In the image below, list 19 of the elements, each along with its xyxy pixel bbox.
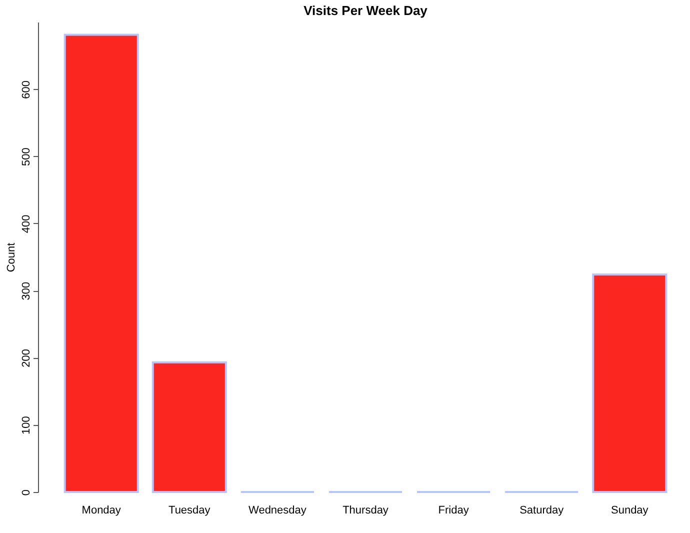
bar bbox=[152, 361, 227, 493]
chart-title: Visits Per Week Day bbox=[304, 3, 428, 18]
x-tick-label: Thursday bbox=[342, 504, 389, 516]
y-tick-label: 500 bbox=[20, 148, 32, 166]
x-tick-label: Sunday bbox=[610, 504, 649, 516]
x-tick-label: Wednesday bbox=[248, 504, 307, 516]
bar bbox=[64, 34, 139, 493]
y-tick-label: 100 bbox=[20, 416, 32, 435]
y-tick-label: 200 bbox=[20, 349, 32, 368]
bar bbox=[592, 273, 668, 493]
x-tick-label: Monday bbox=[82, 504, 122, 516]
y-tick-label: 400 bbox=[20, 214, 32, 234]
x-tick-label: Friday bbox=[438, 504, 470, 516]
x-tick-label: Tuesday bbox=[168, 504, 211, 516]
y-tick-label: 300 bbox=[20, 282, 32, 300]
y-tick-label: 600 bbox=[20, 80, 32, 99]
x-tick-label: Saturday bbox=[520, 504, 564, 516]
y-tick-label: 0 bbox=[20, 489, 32, 496]
y-axis-title: Count bbox=[6, 242, 18, 272]
